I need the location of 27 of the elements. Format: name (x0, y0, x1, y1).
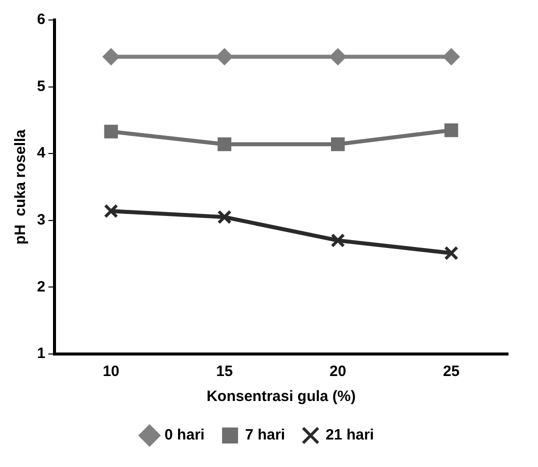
x-tick-label: 25 (442, 363, 460, 380)
y-tick-label: 5 (37, 78, 46, 95)
y-tick-label: 2 (37, 278, 46, 296)
point (444, 123, 458, 138)
point (329, 48, 346, 66)
x-tick-label: 15 (216, 363, 233, 380)
point (217, 210, 232, 224)
legend-label: 0 hari (164, 426, 205, 444)
x-axis-title: Konsentrasi gula (%) (206, 388, 356, 406)
point (331, 137, 345, 152)
point (330, 233, 346, 248)
point (444, 246, 458, 260)
y-tick-label: 1 (37, 345, 46, 362)
legend-label: 21 hari (326, 426, 374, 444)
x-tick-label: 20 (330, 363, 346, 380)
y-tick-label: 4 (37, 144, 46, 162)
legend-label: 7 hari (245, 426, 286, 444)
point (218, 137, 232, 152)
point (216, 48, 233, 66)
x-tick-label: 10 (102, 363, 120, 380)
point (102, 48, 120, 66)
y-tick-label: 3 (37, 212, 46, 229)
y-axis-title: pH cuka rosella (12, 128, 30, 245)
point (104, 204, 118, 218)
point (442, 48, 460, 66)
y-tick-label: 6 (37, 11, 46, 28)
point (104, 124, 118, 138)
